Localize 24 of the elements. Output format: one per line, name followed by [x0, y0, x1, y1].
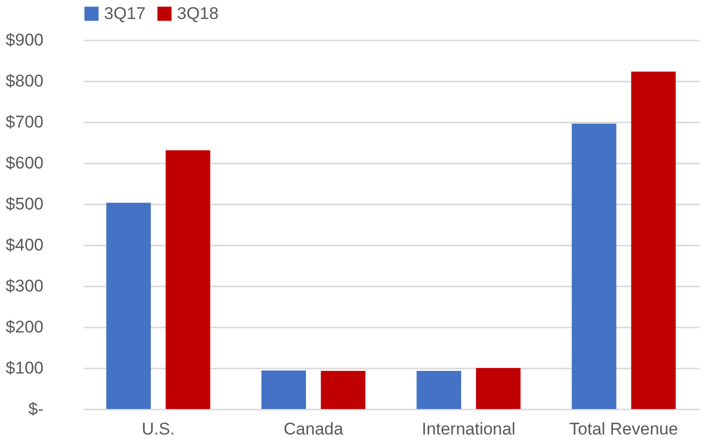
bar — [166, 150, 210, 409]
y-tick-label: $700 — [6, 112, 44, 132]
legend-label: 3Q17 — [104, 4, 146, 23]
y-tick-label: $900 — [6, 30, 44, 50]
bar — [320, 370, 366, 409]
bar — [106, 202, 151, 409]
legend-label: 3Q18 — [177, 4, 219, 23]
bar — [476, 368, 521, 409]
x-tick-label: U.S. — [142, 420, 175, 438]
bar — [261, 370, 306, 409]
y-tick-label: $800 — [6, 72, 44, 90]
y-tick-label: $400 — [6, 236, 44, 254]
bar — [572, 124, 616, 409]
y-tick-label: $300 — [6, 276, 44, 296]
y-tick-label: $- — [28, 400, 44, 418]
x-tick-label: International — [422, 420, 516, 438]
bar — [631, 72, 676, 409]
y-tick-label: $500 — [6, 194, 44, 214]
x-tick-label: Canada — [284, 420, 344, 438]
y-tick-label: $100 — [6, 358, 44, 378]
x-tick-label: Total Revenue — [569, 420, 678, 438]
y-tick-label: $200 — [6, 318, 44, 336]
y-tick-label: $600 — [6, 154, 44, 172]
bar — [416, 370, 462, 409]
